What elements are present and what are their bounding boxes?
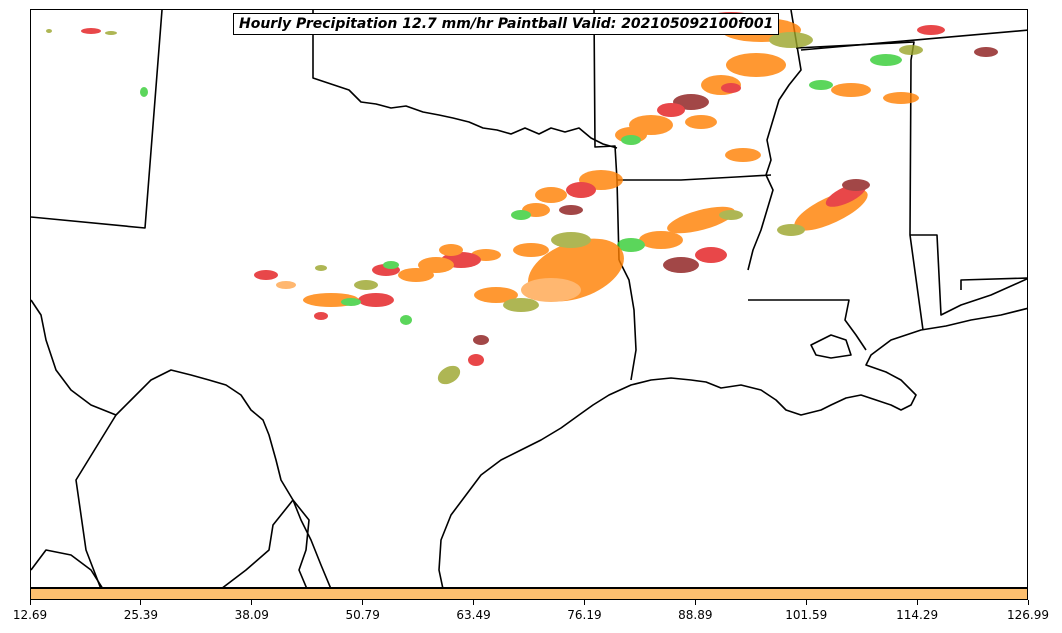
colorbar-tick-label: 101.59 [785, 608, 828, 622]
map-canvas [31, 10, 1027, 587]
precip-specks-northwest [46, 28, 148, 97]
colorbar [30, 588, 1028, 600]
lake-pontchartrain [810, 334, 852, 359]
precip-cluster-north-texas [254, 232, 624, 385]
rio-grande [31, 299, 332, 587]
colorbar-tick-label: 126.99 [1007, 608, 1049, 622]
colorbar-tick-mark [251, 600, 253, 605]
al-fl-border [910, 234, 1027, 316]
mexico-interior-3 [222, 499, 294, 587]
nm-tx-border [31, 10, 163, 229]
ar-la-border [617, 174, 772, 181]
colorbar-tick-label: 50.79 [345, 608, 380, 622]
state-boundaries [31, 10, 1027, 587]
fl-border [960, 277, 1027, 290]
colorbar-tick-mark [29, 600, 31, 605]
colorbar-tick-mark [583, 600, 585, 605]
precipitation-paintball [46, 12, 998, 385]
mexico-interior-1 [75, 414, 117, 587]
colorbar-tick-mark [473, 600, 475, 605]
colorbar-tick-label: 88.89 [678, 608, 713, 622]
colorbar-tick-label: 25.39 [123, 608, 159, 622]
gulf-coastline [438, 307, 1027, 587]
map-title: Hourly Precipitation 12.7 mm/hr Paintbal… [233, 13, 780, 35]
colorbar-tick-mark [805, 600, 807, 605]
mexico-interior-4 [292, 499, 310, 587]
colorbar-tick-mark [1027, 600, 1029, 605]
colorbar-tick-label: 12.69 [12, 608, 48, 622]
map-panel [30, 9, 1028, 588]
oklahoma-border [312, 10, 618, 149]
tn-border [800, 29, 1027, 51]
mississippi-river [747, 10, 802, 271]
precip-cluster-mississippi [777, 179, 870, 236]
colorbar-tick-mark [362, 600, 364, 605]
la-ms-border [748, 299, 867, 351]
colorbar-tick-mark [694, 600, 696, 605]
colorbar-tick-label: 38.09 [234, 608, 269, 622]
colorbar-tick-mark [140, 600, 142, 605]
colorbar-tick-mark [916, 600, 918, 605]
colorbar-tick-label: 63.49 [456, 608, 491, 622]
tx-la-border [618, 259, 637, 381]
colorbar-tick-label: 114.29 [896, 608, 939, 622]
arkansas-west-border [593, 10, 620, 261]
precip-cluster-oklahoma-arkansas [511, 170, 743, 273]
colorbar-tick-label: 76.19 [567, 608, 602, 622]
mexico-interior-2 [31, 549, 103, 587]
